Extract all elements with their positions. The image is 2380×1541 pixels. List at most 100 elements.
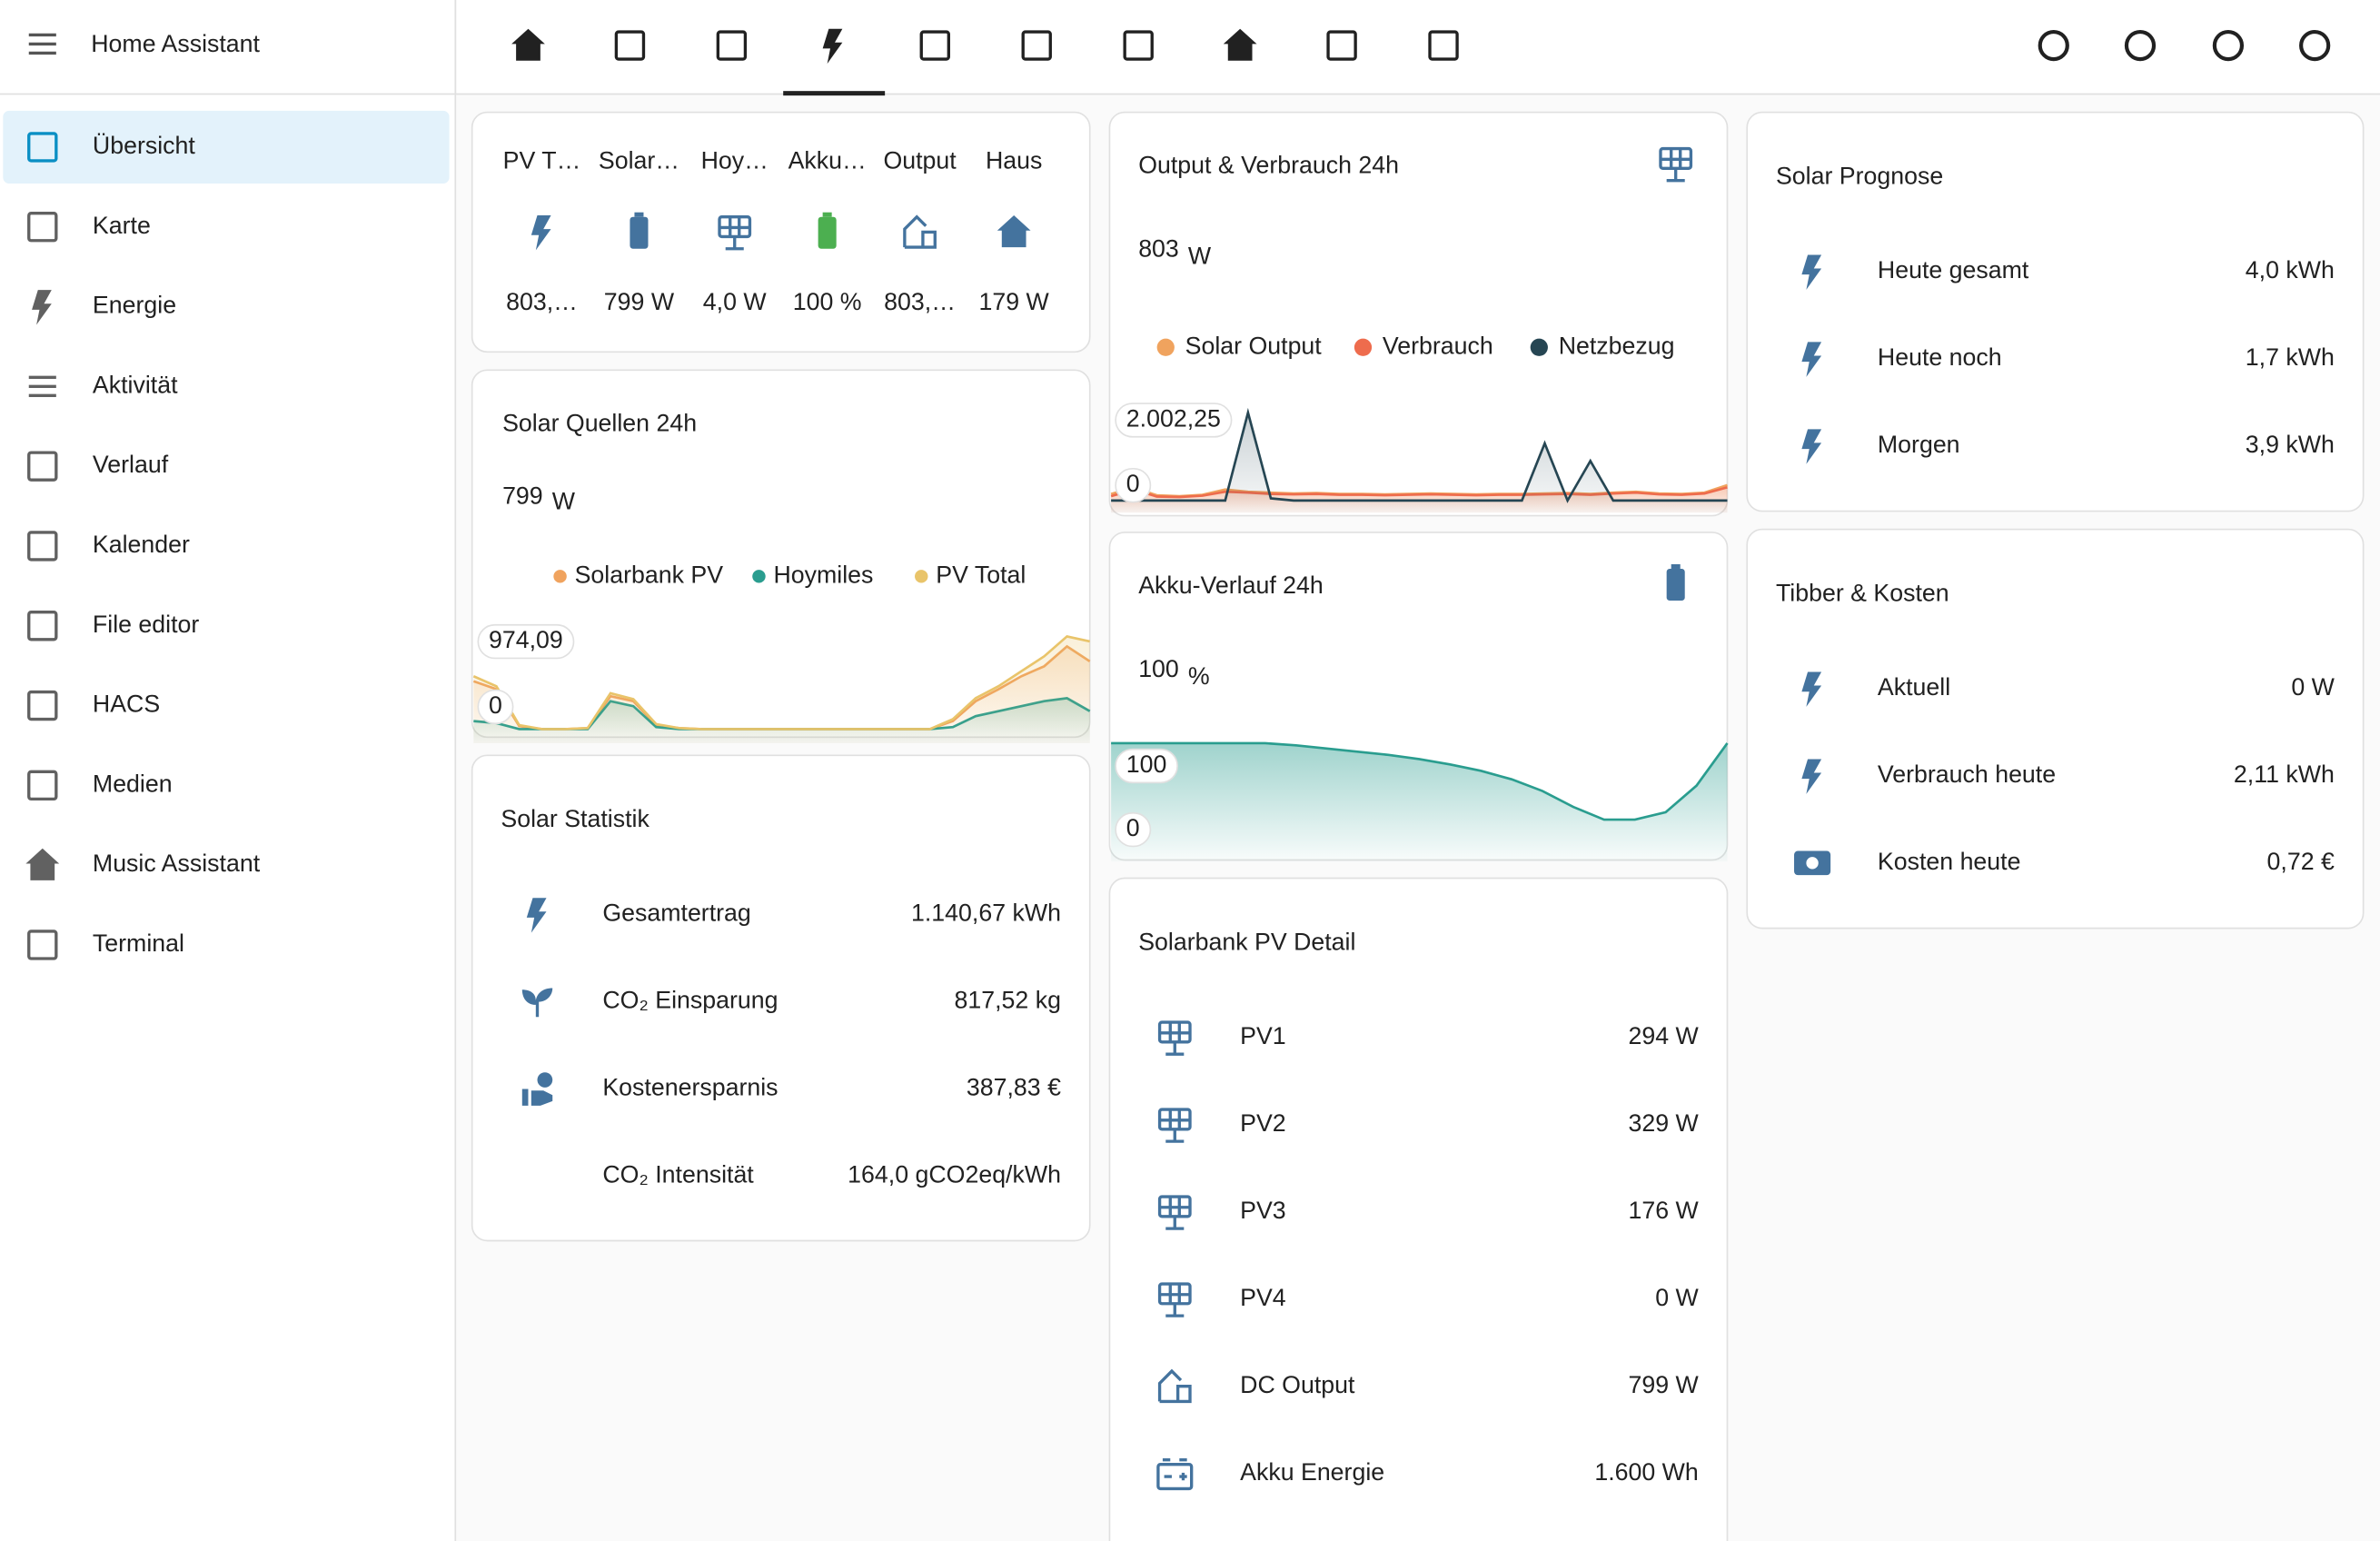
icon [1801,254,1822,290]
tab-indicator [783,91,886,96]
nav-item[interactable]: HACS [93,691,160,718]
icon [27,611,58,641]
icon-part [27,132,58,163]
icon-part [25,848,60,880]
entity-name: Akku Energie [1240,1458,1384,1486]
icon [822,28,843,65]
entity-name: DC Output [1240,1371,1355,1398]
icon [1223,28,1257,61]
icon [1157,1195,1192,1230]
icon [27,930,58,960]
icon-part [903,214,937,249]
icon-part [1671,563,1681,569]
icon-part [1666,568,1685,601]
icon [1123,30,1154,61]
toolbar-button[interactable] [2038,29,2069,62]
series-area [1111,742,1728,862]
icon [27,531,58,562]
card-title: Tibber & Kosten [1776,579,1949,606]
series-area [473,636,1090,743]
icon [1156,1458,1194,1491]
tile-value: 100 % [793,288,862,315]
nav-item[interactable]: Übersicht [93,132,195,159]
entity-name: Aktuell [1878,673,1950,701]
icon-part [630,216,649,249]
icon [1326,30,1357,61]
nav-item[interactable]: Kalender [93,531,190,558]
icon-part [511,28,545,61]
entity-value: 1.600 Wh [1594,1458,1698,1486]
icon-part [822,212,832,217]
y-tick-label: 0 [1126,814,1140,841]
y-tick-label: 0 [489,691,502,719]
chart-value: 799 [502,482,543,510]
entity-name: Morgen [1878,431,1960,458]
icon-part [27,611,58,641]
entity-value: 329 W [1628,1109,1699,1137]
chart-unit: W [552,488,576,515]
y-tick-bubble [477,689,514,725]
card-title: Solarbank PV Detail [1138,928,1355,955]
y-tick-bubble [1115,403,1233,438]
toolbar-button[interactable] [2212,29,2245,62]
icon-part [1159,1284,1191,1317]
icon [511,28,545,61]
icon-part [1159,1109,1191,1143]
nav-item[interactable]: Karte [93,212,151,239]
nav-item[interactable]: Terminal [93,930,184,957]
icon-part [997,215,1031,248]
nav-item[interactable]: Verlauf [93,451,169,478]
tile-label: Solar… [599,147,679,174]
entity-value: 1,7 kWh [2246,343,2335,371]
toolbar [456,0,2380,94]
nav-item[interactable]: Music Assistant [93,850,261,877]
toolbar-button[interactable] [2124,29,2157,62]
icon-part [531,215,551,251]
entity-name: Gesamtertrag [602,900,750,927]
icon-part [1801,671,1822,707]
icon-part [28,375,56,398]
chart-title: Solar Quellen 24h [502,409,697,436]
icon-part [1806,857,1819,870]
entity-value: 3,9 kWh [2246,431,2335,458]
nav-item[interactable]: Energie [93,292,176,319]
icon [1157,1108,1192,1143]
chart-title: Output & Verbrauch 24h [1138,152,1399,179]
active-item-bg [3,110,450,184]
icon-part [1157,1368,1192,1404]
tile-value: 179 W [979,288,1050,315]
icon [1021,30,1052,61]
icon-part [27,451,58,482]
icon [919,30,950,61]
nav-item[interactable]: Medien [93,770,173,797]
y-tick-bubble [1115,748,1178,784]
icon-part [1223,28,1257,61]
icon-part [1159,1022,1191,1056]
icon [614,30,646,61]
legend-dot [1530,338,1548,356]
icon-part [1021,30,1052,61]
series-area [1111,413,1728,513]
entity-value: 164,0 gCO2eq/kWh [848,1161,1061,1188]
app-title: Home Assistant [91,30,260,57]
card [471,754,1091,1242]
icon [1157,1368,1192,1404]
legend-label: Verbrauch [1383,332,1493,359]
entity-name: Kosten heute [1878,848,2021,875]
tile-label: Output [883,147,957,174]
toolbar-button[interactable] [2299,29,2331,62]
nav-item[interactable]: File editor [93,611,199,638]
entity-name: PV3 [1240,1197,1286,1224]
icon [818,212,837,249]
y-tick-bubble [1115,811,1152,848]
icon-part [27,212,58,243]
legend-dot [915,570,928,583]
tile-value: 4,0 W [703,288,768,315]
icon [27,770,58,801]
nav-item[interactable]: Aktivität [93,371,178,398]
icon [32,290,52,325]
icon-part [1801,254,1822,290]
y-tick-label: 974,09 [489,626,563,653]
